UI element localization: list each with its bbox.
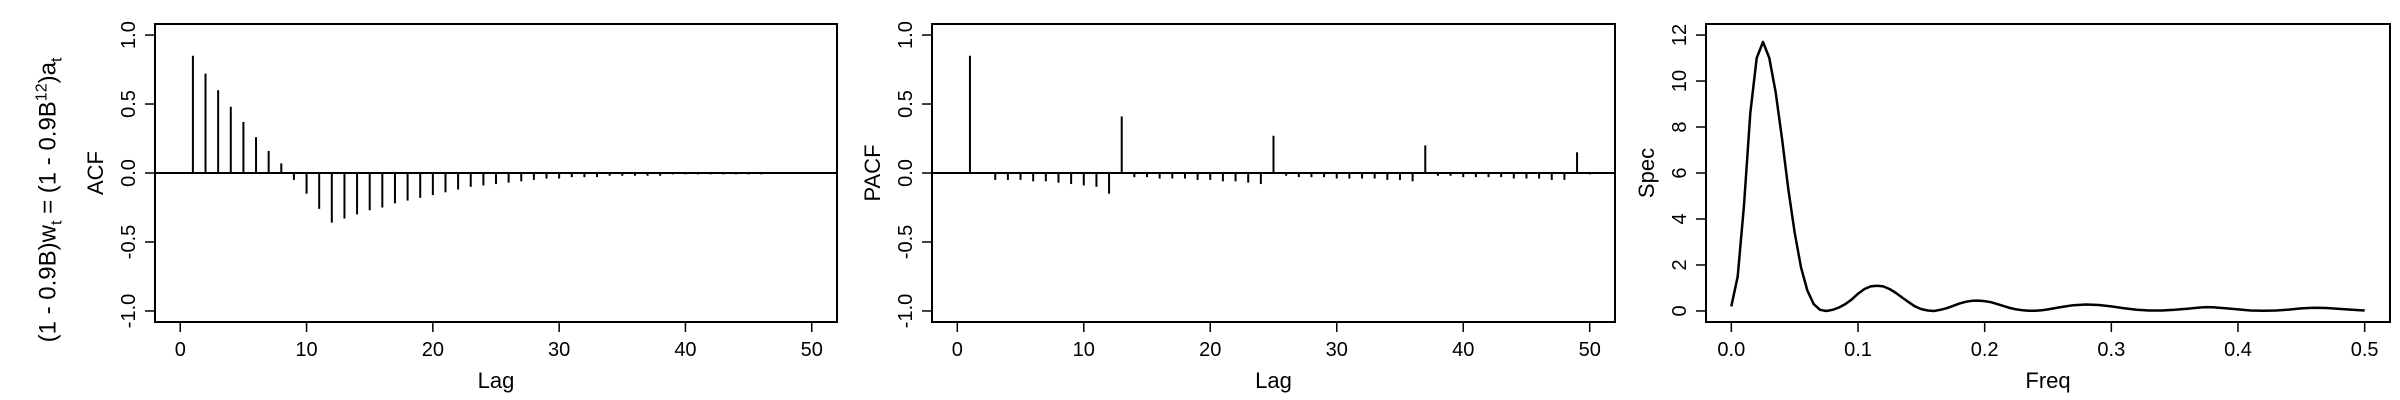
acf-xtick-label: 10 xyxy=(295,339,317,361)
spectrum-xlabel: Freq xyxy=(2025,368,2070,393)
spectrum-ytick-label: 6 xyxy=(1669,167,1691,178)
spectrum-ytick-label: 4 xyxy=(1669,213,1691,224)
pacf-xtick-label: 20 xyxy=(1199,339,1221,361)
pacf-ytick-label: -1.0 xyxy=(895,294,917,328)
pacf-ytick-label: 0.0 xyxy=(895,159,917,187)
pacf-xtick-label: 0 xyxy=(952,339,963,361)
pacf-ytick-label: 0.5 xyxy=(895,90,917,118)
spectrum-ytick-label: 2 xyxy=(1669,259,1691,270)
pacf-xtick-label: 40 xyxy=(1452,339,1474,361)
pacf-panel: 0 10 20 30 40 50 -1.0 -0.5 0.0 0.5 1.0 Lag PACF xyxy=(860,21,1616,393)
spectrum-xtick-label: 0.5 xyxy=(2351,339,2379,361)
spectrum-xtick-label: 0.2 xyxy=(1971,339,1999,361)
acf-ylabel: ACF xyxy=(83,151,108,195)
acf-xtick-label: 50 xyxy=(801,339,823,361)
pacf-xtick-label: 50 xyxy=(1579,339,1601,361)
acf-xtick-label: 0 xyxy=(175,339,186,361)
spectrum-ytick-label: 12 xyxy=(1669,24,1691,46)
spectrum-frame xyxy=(1705,23,2391,323)
acf-ytick-label: 0.0 xyxy=(118,159,140,187)
spectrum-xtick-label: 0.1 xyxy=(1844,339,1872,361)
spectrum-xtick-label: 0.4 xyxy=(2224,339,2252,361)
spectrum-xtick-label: 0.0 xyxy=(1717,339,1745,361)
acf-xlabel: Lag xyxy=(478,368,515,393)
spectrum-ytick-label: 8 xyxy=(1669,121,1691,132)
spectrum-ytick-label: 10 xyxy=(1669,70,1691,92)
pacf-xlabel: Lag xyxy=(1255,368,1292,393)
acf-ytick-label: 0.5 xyxy=(118,90,140,118)
pacf-xtick-label: 30 xyxy=(1326,339,1348,361)
spectrum-xtick-label: 0.3 xyxy=(2097,339,2125,361)
spectrum-line xyxy=(1730,40,2365,313)
pacf-ytick-label: -0.5 xyxy=(895,225,917,259)
spectrum-ylabel: Spec xyxy=(1634,148,1659,198)
acf-xtick-label: 30 xyxy=(548,339,570,361)
acf-xtick-label: 20 xyxy=(422,339,444,361)
spectrum-ytick-label: 0 xyxy=(1669,305,1691,316)
acf-xtick-label: 40 xyxy=(674,339,696,361)
pacf-ytick-label: 1.0 xyxy=(895,21,917,49)
acf-panel: 0 10 20 30 40 50 -1.0 -0.5 0.0 0.5 1.0 Lag ACF xyxy=(83,21,838,393)
acf-ytick-label: -0.5 xyxy=(118,225,140,259)
pacf-ylabel: PACF xyxy=(860,144,885,201)
pacf-xtick-label: 10 xyxy=(1073,339,1095,361)
spectrum-panel: 0.0 0.1 0.2 0.3 0.4 0.5 0 2 4 6 8 10 12 Freq Spec xyxy=(1634,23,2391,393)
acf-ytick-label: 1.0 xyxy=(118,21,140,49)
acf-ytick-label: -1.0 xyxy=(118,294,140,328)
